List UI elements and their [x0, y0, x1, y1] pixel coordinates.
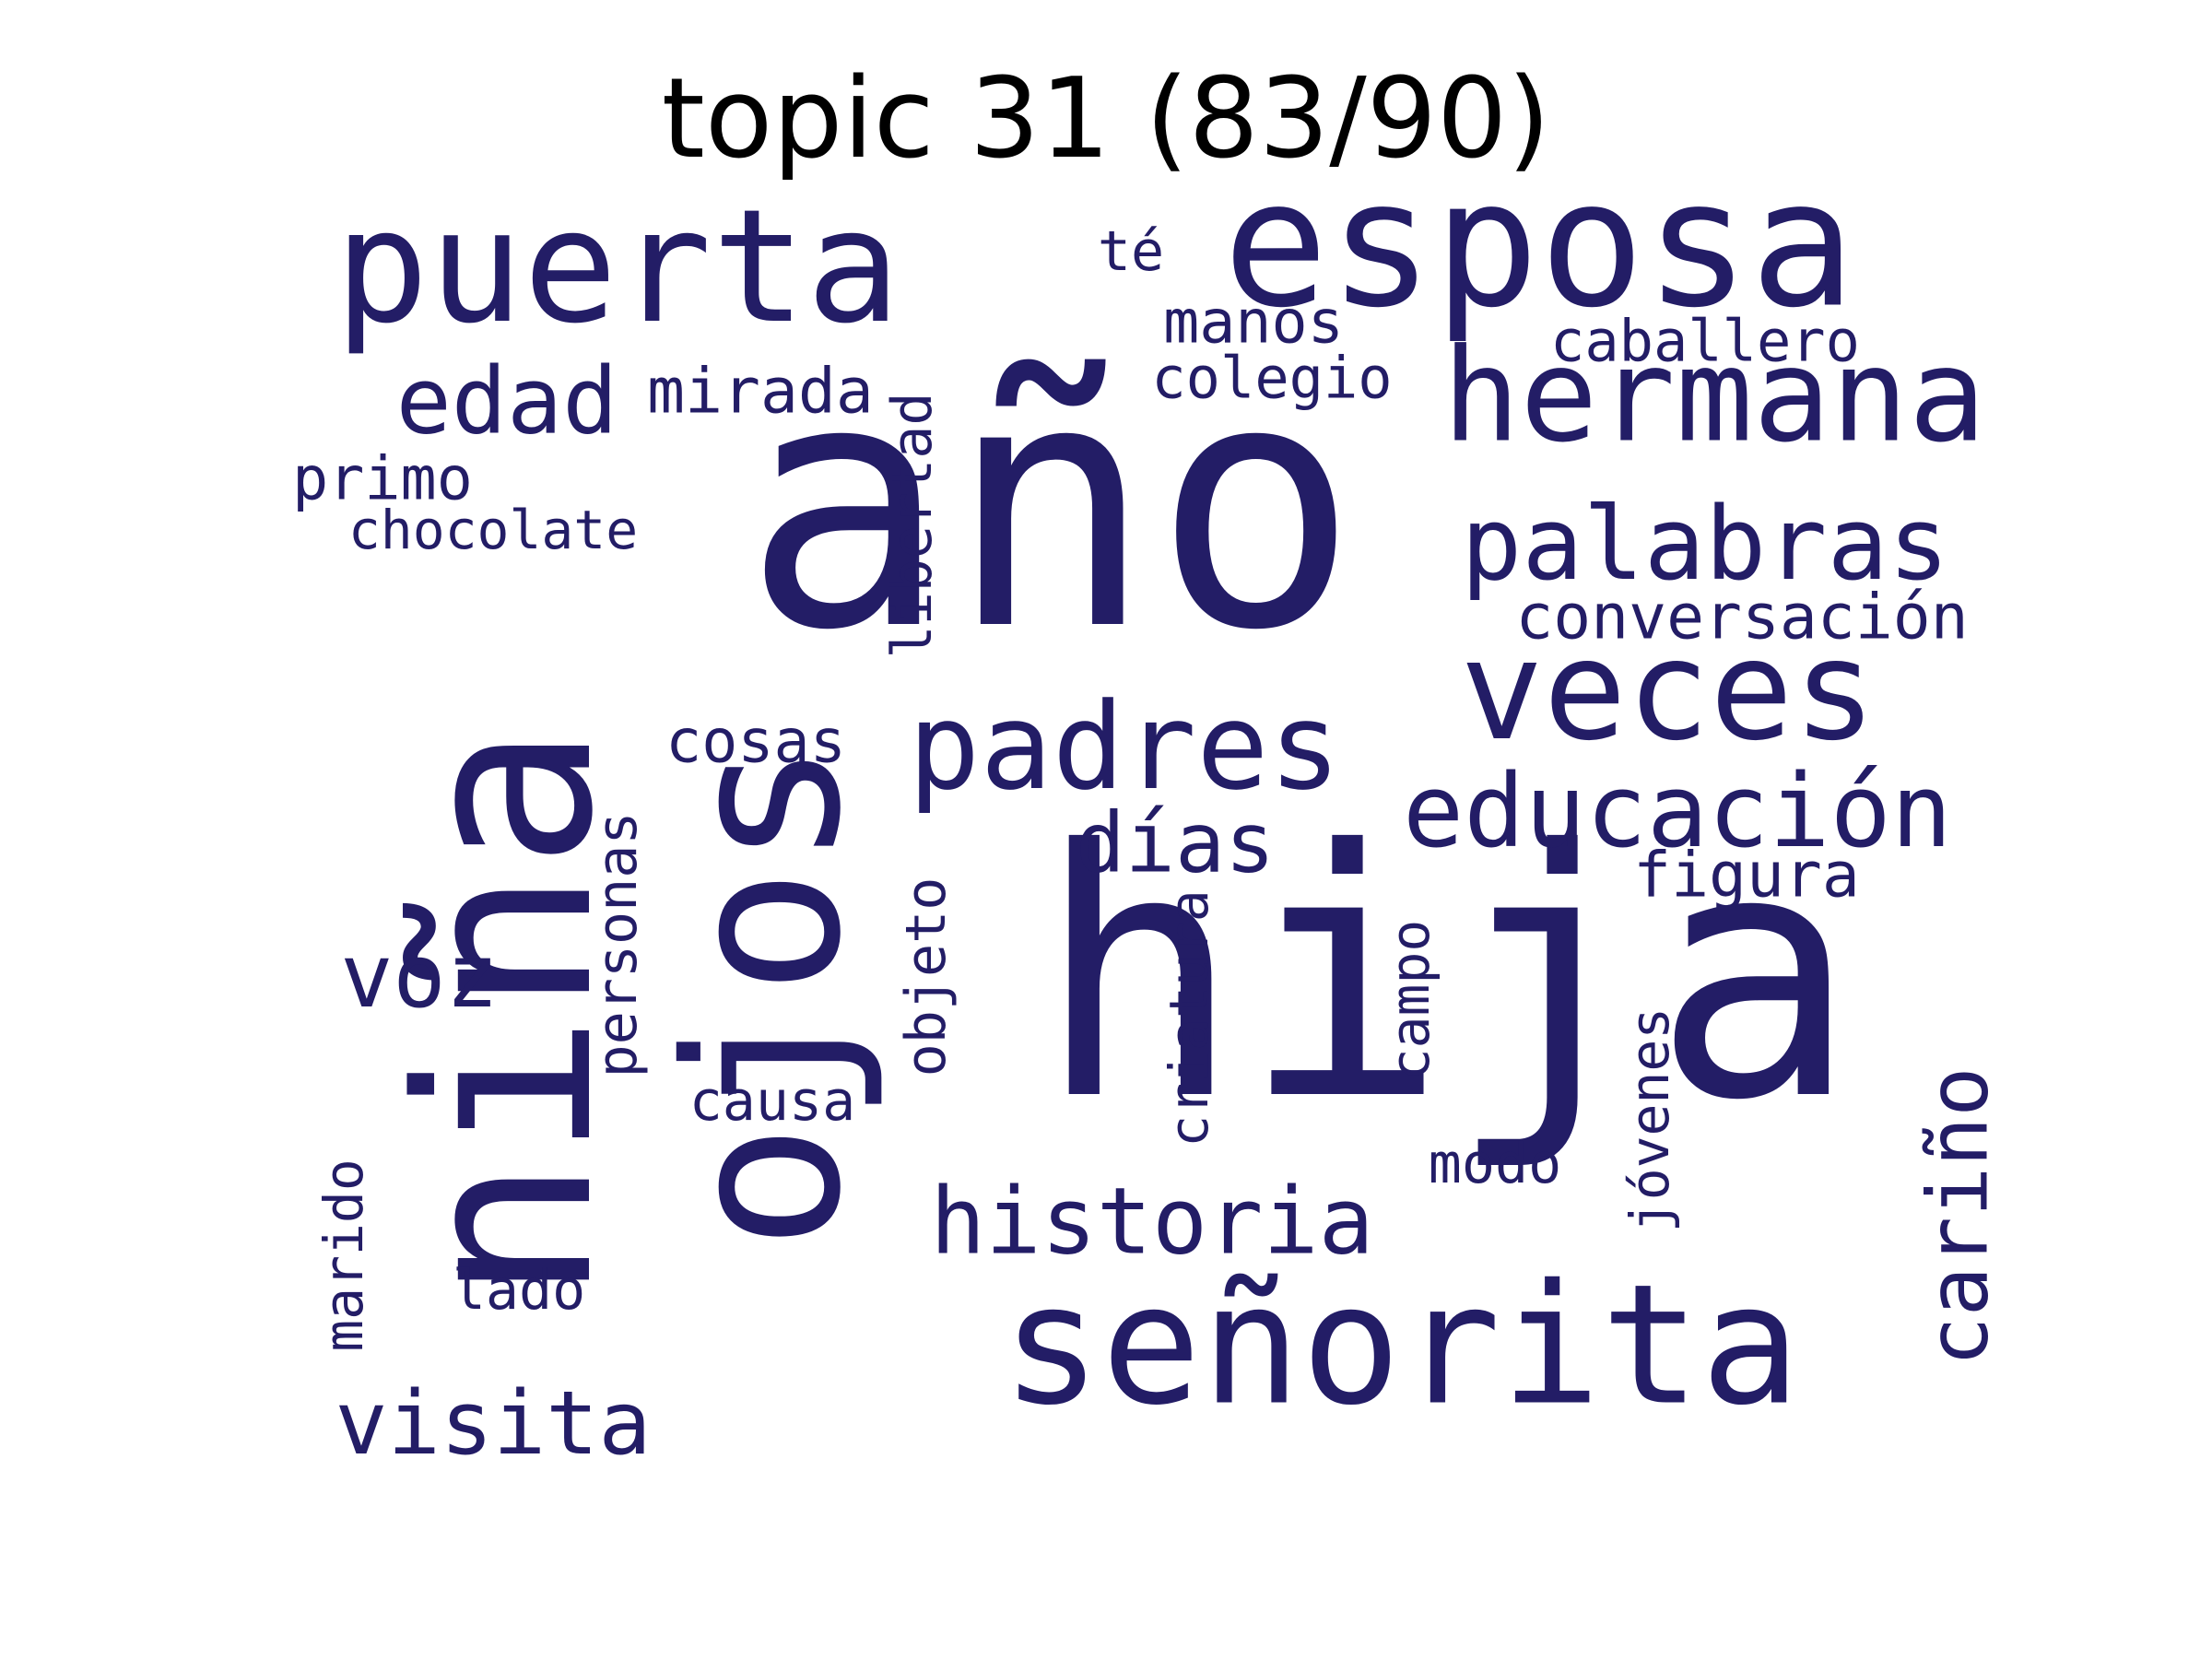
word-cloud-term: jóvenes	[1618, 1007, 1681, 1232]
word-cloud-term: ojos	[642, 740, 888, 1251]
word-cloud-term: niña	[368, 725, 646, 1302]
word-cloud-term: esposa	[1223, 143, 1855, 347]
word-cloud-term: visita	[335, 1373, 651, 1475]
word-cloud-term: puerta	[335, 176, 900, 359]
word-cloud-term: causa	[689, 1069, 856, 1134]
word-cloud-term: mirada	[647, 356, 874, 429]
word-cloud-term: edad	[396, 347, 618, 455]
word-cloud-term: chocolate	[348, 499, 638, 561]
word-cloud-term: criatura	[1158, 889, 1220, 1147]
word-cloud-term: lado	[453, 1258, 586, 1323]
word-cloud-term: educación	[1403, 752, 1952, 870]
word-cloud-term: manos	[1163, 288, 1344, 358]
word-cloud-term: cariño	[1911, 1066, 2007, 1366]
word-cloud-term: libertad	[880, 393, 945, 659]
word-cloud-term: objeto	[894, 877, 959, 1077]
word-cloud-term: modo	[1429, 1132, 1562, 1196]
word-cloud-term: conversación	[1515, 582, 1968, 654]
word-cloud-term: palabras	[1461, 485, 1949, 603]
word-cloud-term: voz	[340, 926, 499, 1028]
word-cloud-term: días	[1076, 795, 1276, 892]
word-cloud-term: historia	[930, 1168, 1374, 1276]
word-cloud-term: año	[743, 309, 1359, 705]
chart-title: topic 31 (83/90)	[661, 55, 1551, 183]
word-cloud-term: marido	[312, 1159, 375, 1352]
word-cloud-term: señorita	[1002, 1250, 1801, 1442]
word-cloud-term: personas	[585, 812, 650, 1078]
word-cloud-term: primo	[292, 445, 473, 514]
word-cloud-term: té	[1098, 219, 1164, 284]
word-cloud-term: campo	[1379, 920, 1441, 1081]
word-cloud-term: padres	[908, 677, 1341, 817]
word-cloud-term: colegio	[1151, 345, 1392, 412]
word-cloud-term: hermana	[1442, 322, 1986, 472]
word-cloud-term: hija	[1036, 779, 1857, 1175]
word-cloud-term: caballero	[1550, 308, 1860, 375]
word-cloud-term: cosas	[665, 708, 846, 777]
word-cloud-term: veces	[1460, 611, 1877, 771]
word-cloud-term: figura	[1633, 840, 1860, 912]
